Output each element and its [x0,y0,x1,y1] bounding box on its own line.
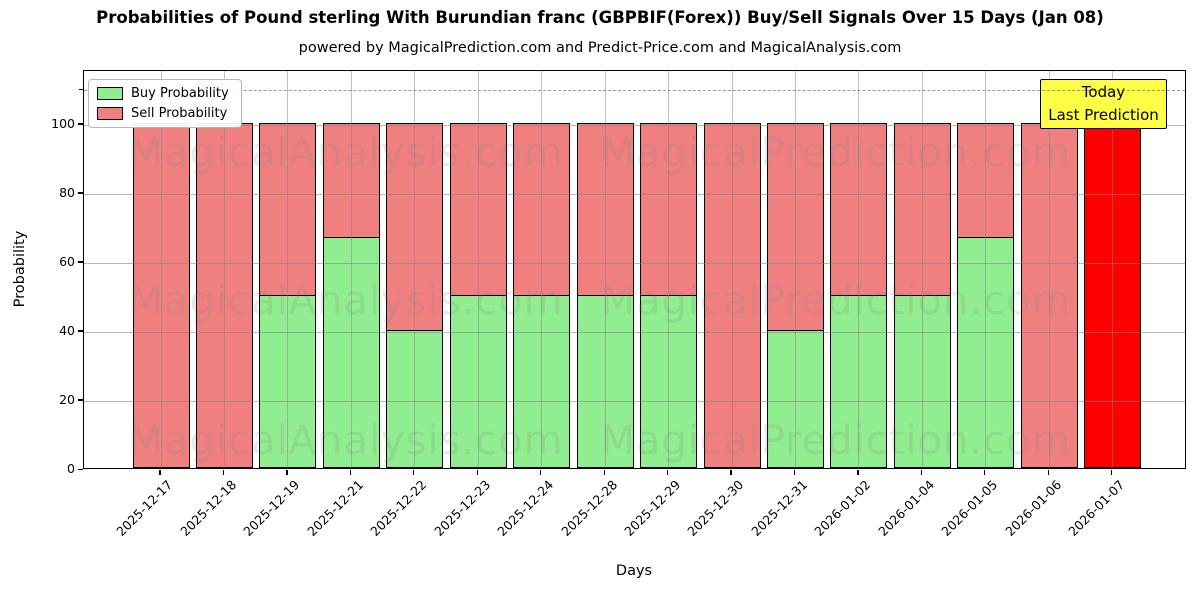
x-tick-mark [540,470,542,475]
today-annotation-box: Today Last Prediction [1040,79,1167,129]
plot-area: Buy Probability Sell Probability Today L… [83,70,1186,469]
v-gridline [731,71,733,468]
h-gridline [84,193,1185,195]
sell-color-swatch [97,107,123,120]
x-tick-label: 2025-12-28 [557,477,620,539]
x-tick-mark [349,470,351,475]
chart-subtitle: powered by MagicalPrediction.com and Pre… [298,40,902,56]
v-gridline [985,71,987,468]
legend-item-sell: Sell Probability [97,106,229,121]
v-gridline [604,71,606,468]
chart-legend: Buy Probability Sell Probability [88,79,242,128]
v-gridline [477,71,479,468]
y-tick-mark [79,88,83,91]
x-tick-label: 2025-12-17 [113,477,176,539]
chart-title: Probabilities of Pound sterling With Bur… [96,8,1104,27]
y-tick-mark [78,123,83,125]
y-axis-label: Probability [12,230,28,308]
today-annotation-line2: Last Prediction [1048,106,1159,124]
v-gridline [223,71,225,468]
x-tick-label: 2026-01-05 [938,477,1001,539]
x-tick-label: 2026-01-04 [875,477,938,539]
x-axis-label: Days [615,563,653,579]
watermark-text: MagicalAnalysis.com [128,278,564,324]
legend-label-buy: Buy Probability [131,86,229,101]
x-tick-mark [159,470,161,475]
v-gridline [795,71,796,468]
watermark-text: MagicalPrediction.com [600,418,1072,464]
y-tick-label: 80 [59,184,75,200]
x-tick-mark [857,470,859,475]
x-tick-label: 2026-01-06 [1001,477,1064,539]
v-gridline [1048,71,1050,468]
h-gridline [84,262,1185,264]
h-gridline [84,331,1185,333]
x-tick-mark [1111,470,1113,475]
watermark-text: MagicalAnalysis.com [128,418,564,464]
x-tick-label: 2025-12-19 [240,477,303,539]
y-tick-mark [78,192,83,194]
x-tick-label: 2026-01-07 [1065,477,1128,539]
x-tick-mark [476,470,478,475]
x-tick-label: 2026-01-02 [811,477,874,539]
v-gridline [350,71,352,468]
watermark-text: MagicalAnalysis.com [128,130,564,176]
v-gridline [668,71,670,468]
y-tick-label: 0 [67,461,75,476]
v-gridline [541,71,543,468]
x-tick-label: 2025-12-30 [684,477,747,539]
y-tick-mark [78,261,83,263]
x-tick-mark [286,470,288,475]
v-gridline [287,71,289,468]
h-gridline [84,400,1185,402]
x-tick-mark [793,470,796,475]
x-tick-label: 2025-12-31 [748,477,811,539]
x-tick-label: 2025-12-21 [303,477,366,539]
x-tick-mark [222,470,225,475]
x-tick-mark [920,470,923,475]
y-tick-label: 40 [59,322,75,338]
x-tick-mark [1047,470,1049,475]
v-gridline [160,71,162,468]
x-tick-mark [413,470,415,475]
y-tick-label: 100 [51,115,75,131]
today-annotation-line1: Today [1081,83,1126,101]
x-tick-mark [603,470,605,475]
v-gridline [921,71,923,468]
x-tick-mark [730,470,732,475]
x-tick-label: 2025-12-24 [494,477,557,539]
x-tick-label: 2025-12-23 [430,477,493,539]
h-gridline [84,124,1185,126]
y-tick-mark [78,330,83,332]
watermark-text: MagicalPrediction.com [600,278,1072,324]
buy-color-swatch [97,87,123,100]
v-gridline [858,71,860,468]
x-tick-mark [984,470,986,475]
x-tick-mark [666,470,669,475]
legend-item-buy: Buy Probability [97,86,229,101]
x-tick-label: 2025-12-22 [367,477,430,539]
y-tick-label: 60 [59,253,75,269]
dashed-threshold-line [84,90,1185,92]
v-gridline [414,71,416,468]
y-tick-mark [78,468,83,470]
y-tick-mark [78,399,83,401]
y-tick-label: 20 [59,391,75,407]
watermark-text: MagicalPrediction.com [600,130,1072,176]
legend-label-sell: Sell Probability [131,106,228,121]
v-gridline [1112,71,1114,468]
x-tick-label: 2025-12-18 [177,477,240,539]
x-tick-label: 2025-12-29 [621,477,684,539]
